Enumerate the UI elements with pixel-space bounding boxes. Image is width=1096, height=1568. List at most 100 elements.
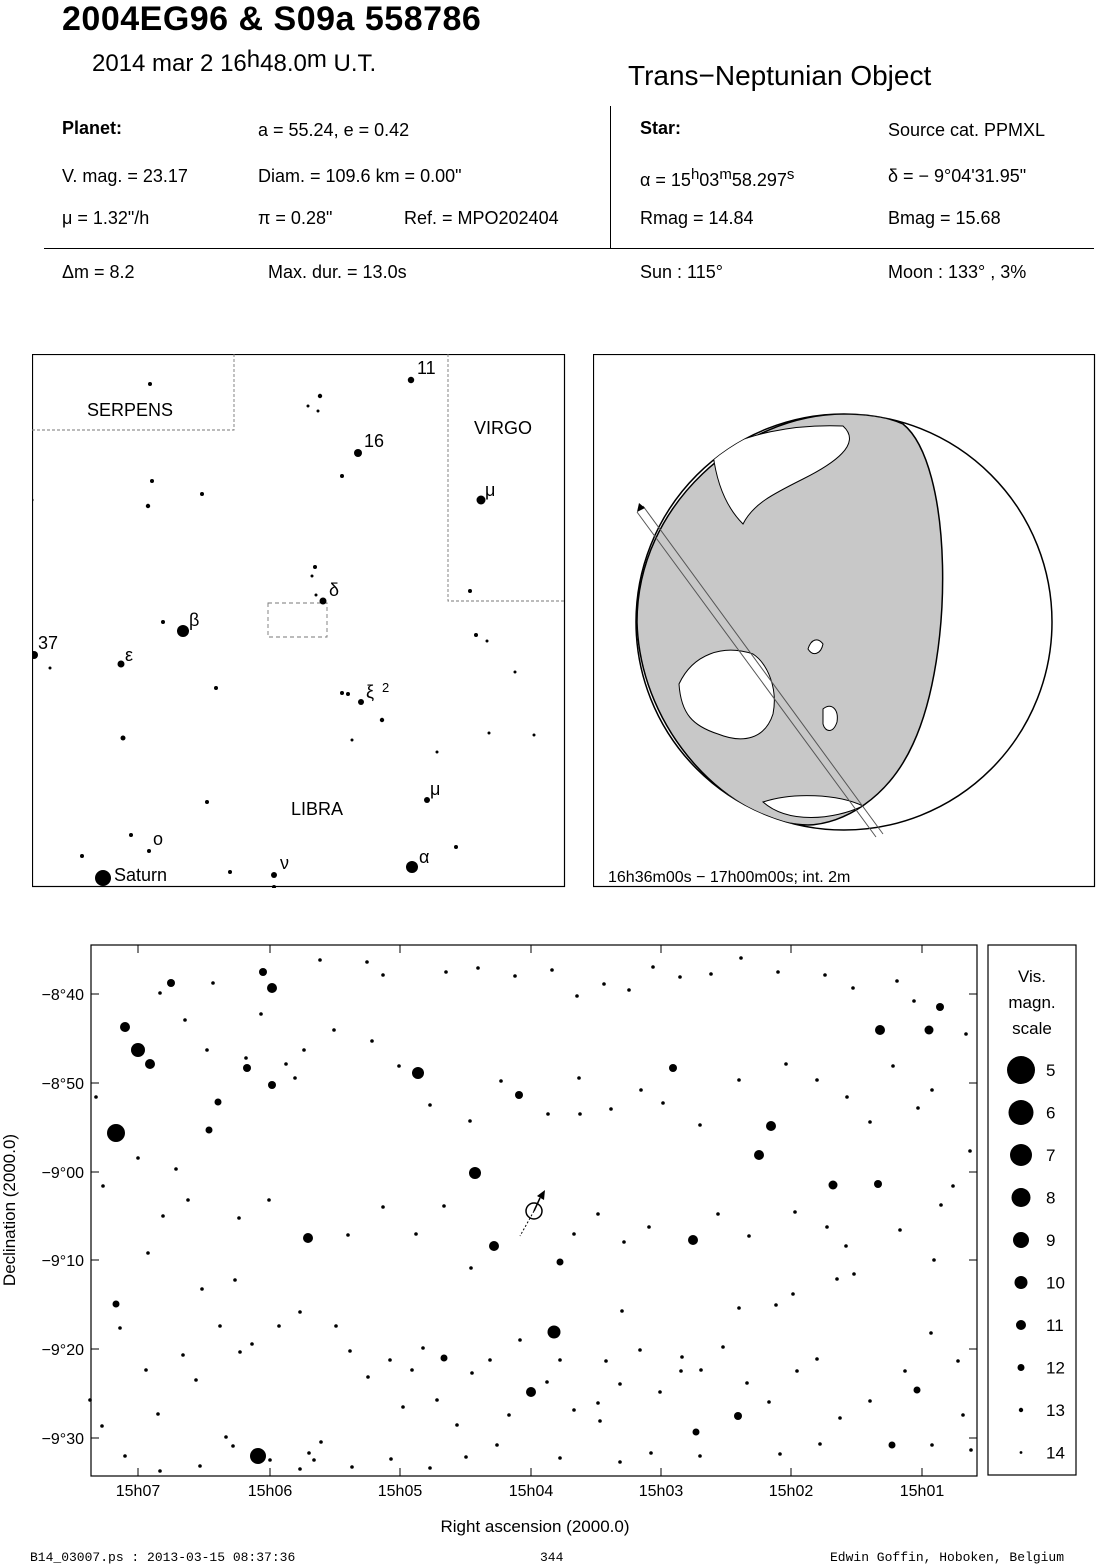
chart-star: [200, 1287, 204, 1291]
scale-magnitude-label: 9: [1046, 1231, 1055, 1250]
chart-star: [469, 1266, 473, 1270]
chart-star: [183, 1018, 187, 1022]
chart-star: [268, 1458, 272, 1462]
chart-star: [556, 1258, 564, 1266]
chart-star: [868, 1120, 872, 1124]
finder-star: [406, 861, 418, 873]
chart-star: [158, 1469, 162, 1473]
chart-star: [470, 1371, 474, 1375]
chart-star: [852, 1272, 856, 1276]
chart-star: [123, 1454, 127, 1458]
chart-star: [243, 1064, 251, 1072]
chart-star: [513, 974, 517, 978]
finder-star: [316, 409, 320, 413]
planet-orbit: a = 55.24, e = 0.42: [258, 120, 410, 140]
chart-star: [721, 1345, 725, 1349]
chart-star: [968, 1149, 972, 1153]
chart-star: [233, 1278, 237, 1282]
finder-star: [468, 589, 472, 593]
y-tick-label: −9°30: [42, 1431, 85, 1448]
chart-star: [267, 983, 277, 993]
moon-info: Moon : 133° , 3%: [888, 262, 1027, 282]
chart-star: [136, 1156, 140, 1160]
chart-star: [250, 1342, 254, 1346]
x-tick-label: 15h05: [378, 1483, 423, 1500]
finder-star: [379, 717, 385, 723]
finder-star: [120, 735, 126, 741]
finder-star: [200, 492, 204, 496]
chart-star: [267, 1198, 271, 1202]
chart-star: [421, 1346, 425, 1350]
scale-dot: [1008, 1100, 1034, 1125]
event-title: 2004EG96 & S09a 558786: [62, 0, 482, 38]
earth-globe-panel: 16h36m00s − 17h00m00s; int. 2m: [593, 354, 1096, 888]
planet-heading: Planet:: [62, 118, 123, 138]
chart-star: [716, 1212, 720, 1216]
chart-star: [365, 960, 369, 964]
label-xi2-index: 2: [382, 680, 389, 695]
finder-star: [346, 692, 350, 696]
chart-star: [489, 1241, 499, 1251]
chart-star: [332, 1028, 336, 1032]
chart-star: [94, 1095, 98, 1099]
chart-star: [875, 1025, 885, 1035]
chart-star: [307, 1451, 311, 1455]
scale-title-line1: Vis.: [1018, 967, 1046, 986]
finder-star: [340, 474, 344, 478]
finder-star: [358, 699, 364, 705]
finder-star: [306, 404, 310, 408]
chart-star: [956, 1359, 960, 1363]
label-nu: ν: [280, 853, 289, 873]
label-epsilon: ε: [125, 645, 133, 665]
scale-dot: [1016, 1320, 1026, 1330]
chart-star: [745, 1381, 749, 1385]
scale-dot: [1018, 1407, 1024, 1413]
chart-star: [891, 1064, 895, 1068]
finder-star: [95, 870, 111, 886]
scale-magnitude-label: 12: [1046, 1359, 1065, 1378]
chart-star: [649, 1451, 653, 1455]
chart-star: [678, 975, 682, 979]
finder-star: [487, 731, 491, 735]
chart-star: [318, 958, 322, 962]
chart-star: [618, 1460, 622, 1464]
chart-star: [825, 1225, 829, 1229]
chart-star: [211, 981, 215, 985]
planet-parallax: π = 0.28": [258, 208, 333, 228]
occulted-star-marker: [519, 1190, 545, 1237]
chart-star: [888, 1441, 896, 1449]
star-chart: −8°40 −8°50 −9°00 −9°10 −9°20 −9°30 15h07 15h06…: [0, 944, 978, 1536]
chart-star: [334, 1324, 338, 1328]
y-tick-label: −9°20: [42, 1342, 85, 1359]
chart-star: [550, 968, 554, 972]
sun-elongation: Sun : 115°: [640, 262, 723, 282]
chart-star: [913, 1386, 921, 1394]
y-tick-label: −8°50: [42, 1076, 85, 1093]
chart-star: [815, 1357, 819, 1361]
max-duration: Max. dur. = 13.0s: [268, 262, 407, 282]
orbit-reference: Ref. = MPO202404: [404, 208, 559, 228]
chart-star: [916, 1106, 920, 1110]
chart-star: [284, 1062, 288, 1066]
finder-star: [424, 797, 430, 803]
chart-star: [244, 1056, 248, 1060]
chart-star: [618, 1382, 622, 1386]
chart-star: [389, 1457, 393, 1461]
chart-star: [709, 972, 713, 976]
finder-star: [354, 449, 362, 457]
chart-star: [578, 1112, 582, 1116]
chart-star: [319, 1440, 323, 1444]
scale-title-line3: scale: [1012, 1019, 1052, 1038]
chart-star: [198, 1464, 202, 1468]
finder-star: [532, 733, 536, 737]
chart-star: [158, 991, 162, 995]
scale-dot: [1007, 1056, 1035, 1084]
scale-magnitude-label: 13: [1046, 1401, 1065, 1420]
chart-star: [577, 1076, 581, 1080]
x-tick-label: 15h06: [248, 1483, 293, 1500]
chart-star: [397, 1064, 401, 1068]
chart-star: [302, 1048, 306, 1052]
chart-star: [596, 1401, 600, 1405]
chart-star: [88, 1398, 92, 1402]
chart-star: [526, 1387, 536, 1397]
